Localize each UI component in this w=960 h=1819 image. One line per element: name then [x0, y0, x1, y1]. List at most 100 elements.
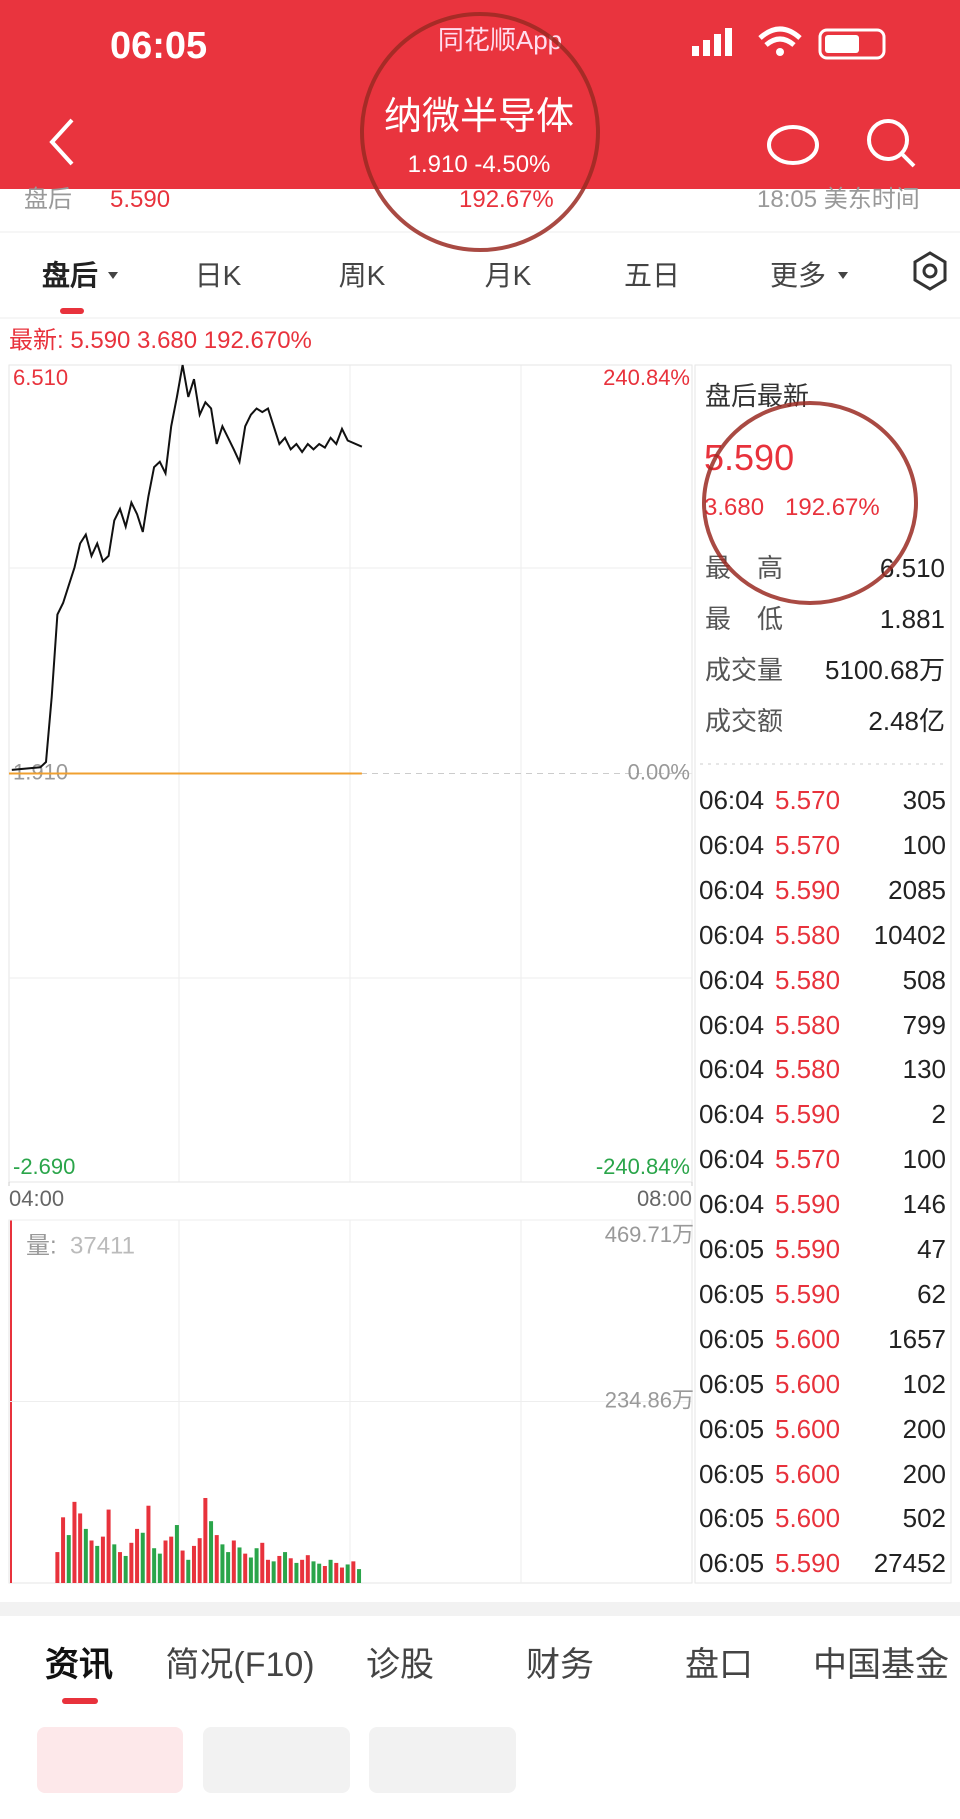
volume-bar [345, 1564, 350, 1583]
volume-bar [220, 1544, 225, 1583]
chart-tab[interactable]: 盘后 [41, 260, 99, 291]
chart-tab[interactable]: 周K [338, 260, 386, 291]
info-tab[interactable]: 中国基金 [813, 1646, 949, 1684]
trade-volume: 62 [917, 1278, 946, 1309]
volume-bar [72, 1501, 77, 1583]
info-tab[interactable]: 资讯 [45, 1646, 113, 1684]
trade-price: 5.590 [775, 1234, 841, 1264]
trade-time: 06:05 [699, 1413, 765, 1444]
panel-row-label: 最低 [705, 604, 783, 634]
wifi-dot [776, 48, 784, 56]
volume-bar [288, 1558, 293, 1583]
trade-time: 06:04 [699, 964, 765, 995]
dropdown-caret [838, 272, 848, 279]
trade-price: 5.590 [775, 1099, 841, 1130]
trade-price: 5.580 [775, 919, 841, 950]
trade-time: 06:05 [699, 1458, 765, 1489]
volume-bar [243, 1553, 248, 1583]
volume-bar [66, 1535, 71, 1583]
y-tick-label: -2.690 [13, 1154, 75, 1179]
volume-bar [248, 1557, 253, 1583]
button-bg [203, 1727, 350, 1793]
trade-volume: 1657 [888, 1323, 946, 1354]
volume-bar [61, 1517, 66, 1583]
volume-bar [260, 1542, 265, 1583]
info-tab[interactable]: 简况(F10) [165, 1646, 315, 1684]
trade-volume: 2 [931, 1099, 946, 1130]
search-icon[interactable] [867, 119, 909, 161]
panel-row-label: 最高 [705, 553, 783, 583]
volume-bar [311, 1561, 316, 1583]
battery-level [825, 35, 859, 53]
back-icon[interactable] [49, 118, 74, 166]
trade-time: 06:04 [699, 785, 765, 815]
y2-tick-label: -240.84% [596, 1154, 690, 1179]
trade-price: 5.590 [775, 1548, 841, 1579]
info-tab[interactable]: 财务 [526, 1646, 594, 1684]
volume-bar [294, 1562, 299, 1583]
trade-volume: 508 [902, 964, 946, 995]
after-price: 5.590 [110, 186, 171, 213]
search-handle [900, 152, 916, 168]
trade-time: 06:04 [699, 1189, 765, 1220]
stock-quote: 1.910 -4.50% [407, 151, 551, 178]
wifi-icon [758, 26, 802, 47]
chart-tab[interactable]: 五日 [623, 260, 681, 291]
panel-change: 3.680 [704, 494, 765, 521]
panel-row-label: 成交额 [705, 706, 784, 736]
volume-bar [174, 1525, 179, 1583]
volume-bar [328, 1559, 333, 1583]
trade-price: 5.580 [775, 964, 841, 995]
side-panel [694, 364, 952, 1584]
volume-bar [283, 1552, 288, 1583]
chart-tab[interactable]: 更多 [769, 260, 827, 291]
settings-icon[interactable] [913, 251, 947, 291]
button-bg [37, 1727, 183, 1793]
info-tab[interactable]: 盘口 [685, 1646, 753, 1684]
x-tick-label: 04:00 [9, 1186, 64, 1211]
panel-price: 5.590 [704, 437, 795, 478]
trade-time: 06:05 [699, 1368, 765, 1399]
trade-volume: 502 [902, 1503, 946, 1534]
robot-icon[interactable] [767, 125, 819, 165]
trade-price: 5.600 [775, 1323, 841, 1354]
trade-volume: 10402 [873, 919, 946, 950]
trade-time: 06:04 [699, 1009, 765, 1040]
tab-indicator [60, 308, 84, 314]
volume-bar [95, 1545, 100, 1583]
dropdown-caret [108, 272, 118, 279]
volume-bar [231, 1540, 236, 1583]
volume-bar [152, 1548, 157, 1583]
trade-volume: 27452 [873, 1548, 946, 1579]
volume-bar [265, 1559, 270, 1583]
trade-volume: 47 [917, 1234, 946, 1264]
trade-price: 5.580 [775, 1009, 841, 1040]
volume-bar [300, 1559, 305, 1583]
volume-bar [334, 1562, 339, 1583]
trade-volume: 305 [902, 785, 946, 815]
volume-bar [106, 1509, 111, 1583]
panel-row-value: 2.48亿 [868, 706, 945, 736]
y-tick-label: 234.86万 [605, 1387, 694, 1412]
volume-bar [214, 1535, 219, 1583]
stock-name: 纳微半导体 [383, 96, 575, 138]
trade-price: 5.590 [775, 874, 841, 905]
trade-price: 5.570 [775, 1144, 841, 1175]
chart-tab[interactable]: 日K [194, 260, 242, 291]
trade-volume: 130 [902, 1054, 946, 1085]
trade-time: 06:04 [699, 1144, 765, 1175]
y2-tick-label: 0.00% [628, 759, 690, 784]
y2-tick-label: 240.84% [603, 365, 690, 390]
trade-price: 5.600 [775, 1413, 841, 1444]
info-tab[interactable]: 诊股 [366, 1646, 434, 1684]
panel-pct: 192.67% [785, 494, 880, 521]
volume-bar [117, 1552, 122, 1583]
trade-price: 5.600 [775, 1458, 841, 1489]
chart-tab[interactable]: 月K [484, 260, 532, 291]
volume-bar [163, 1540, 168, 1583]
volume-bar [169, 1536, 174, 1583]
volume-bar [83, 1528, 88, 1583]
volume-bar [226, 1552, 231, 1583]
trade-time: 06:04 [699, 829, 765, 860]
